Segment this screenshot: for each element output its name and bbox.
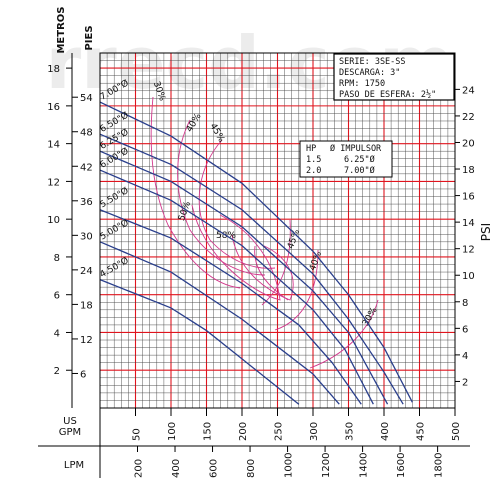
gpm-tick-label: 100 — [167, 422, 178, 441]
lpm-tick-label: 1000 — [284, 453, 295, 478]
pies-tick-label: 12 — [80, 335, 93, 346]
psi-tick-label: 2 — [462, 377, 468, 388]
hp-header: HP — [306, 144, 316, 154]
psi-tick-label: 4 — [462, 351, 468, 362]
pump-curve-line — [99, 278, 300, 405]
metros-tick-label: 8 — [54, 253, 60, 264]
psi-tick-label: 12 — [462, 245, 475, 256]
gpm-tick-label: 400 — [380, 422, 391, 441]
metros-tick-label: 14 — [47, 140, 60, 151]
pies-tick-label: 36 — [80, 197, 93, 208]
info-line-paso: PASO DE ESFERA: 2½" — [339, 89, 436, 100]
psi-tick-label: 22 — [462, 112, 475, 123]
pump-curve-line — [99, 133, 404, 405]
gpm-tick-label: 500 — [451, 422, 462, 441]
psi-tick-label: 8 — [462, 298, 468, 309]
efficiency-contour — [231, 234, 294, 301]
psi-tick-label: 10 — [462, 271, 475, 282]
metros-tick-label: 10 — [47, 215, 60, 226]
efficiency-label: 45% — [207, 122, 226, 145]
gpm-tick-label: 150 — [203, 422, 214, 441]
efficiency-contour — [254, 245, 289, 301]
gpm-tick-label: 250 — [274, 422, 285, 441]
hp-row2-hp: 2.0 — [306, 166, 321, 176]
gpm-tick-label: 50 — [132, 428, 143, 441]
psi-tick-label: 24 — [462, 85, 475, 96]
psi-tick-label: 20 — [462, 138, 475, 149]
pies-tick-label: 24 — [80, 266, 93, 277]
pump-curve-line — [99, 150, 389, 405]
lpm-tick-label: 1400 — [359, 453, 370, 478]
lpm-tick-label: 600 — [209, 459, 220, 478]
pump-curve-line — [99, 241, 340, 405]
pump-curve-line — [99, 209, 362, 405]
lpm-label: LPM — [64, 460, 84, 471]
info-line-descarga: DESCARGA: 3" — [339, 68, 400, 78]
pump-curve-line — [99, 169, 374, 405]
hp-row2-diam: 7.00"Ø — [344, 165, 375, 176]
hp-table: HP Ø IMPULSOR 1.5 6.25"Ø 2.0 7.00"Ø — [299, 140, 393, 178]
psi-tick-label: 6 — [462, 324, 468, 335]
lpm-tick-label: 800 — [246, 459, 257, 478]
lpm-tick-label: 200 — [134, 459, 145, 478]
metros-tick-label: 12 — [47, 177, 60, 188]
psi-label: PSI — [479, 223, 493, 241]
lpm-tick-label: 1600 — [396, 453, 407, 478]
pies-label: PIES — [84, 25, 95, 50]
gpm-label-gpm: GPM — [59, 427, 81, 438]
metros-label: METROS — [56, 6, 67, 53]
metros-tick-label: 2 — [54, 366, 60, 377]
psi-tick-label: 18 — [462, 165, 475, 176]
pies-tick-label: 18 — [80, 300, 93, 311]
efficiency-contour — [274, 249, 319, 331]
lpm-tick-label: 1800 — [434, 453, 445, 478]
psi-tick-label: 14 — [462, 218, 475, 229]
efficiency-contour — [177, 119, 266, 276]
efficiency-contour — [261, 219, 291, 306]
gpm-label-us: US — [63, 416, 77, 427]
info-box: SERIE: 3SE-SS DESCARGA: 3" RPM: 1750 PAS… — [333, 53, 455, 101]
info-line-rpm: RPM: 1750 — [339, 79, 385, 89]
efficiency-label: 40% — [308, 250, 324, 273]
pies-tick-label: 54 — [80, 93, 93, 104]
gpm-tick-label: 350 — [345, 422, 356, 441]
metros-tick-label: 16 — [47, 102, 60, 113]
efficiency-contour — [198, 139, 276, 269]
efficiency-label: 40% — [185, 111, 204, 134]
impulsor-header: Ø IMPULSOR — [330, 143, 382, 154]
lpm-tick-label: 400 — [171, 459, 182, 478]
hp-row1-hp: 1.5 — [306, 155, 321, 165]
efficiency-contour — [150, 96, 241, 289]
hp-row1-diam: 6.25"Ø — [344, 154, 375, 165]
gpm-tick-label: 300 — [309, 422, 320, 441]
efficiency-contour — [191, 204, 281, 301]
pies-tick-label: 48 — [80, 128, 93, 139]
pies-tick-label: 6 — [80, 369, 86, 380]
metros-tick-label: 18 — [47, 64, 60, 75]
metros-tick-label: 6 — [54, 291, 60, 302]
gpm-tick-label: 450 — [416, 422, 427, 441]
efficiency-contour — [309, 299, 379, 369]
lpm-tick-label: 1200 — [321, 453, 332, 478]
metros-tick-label: 4 — [54, 328, 60, 339]
info-line-serie: SERIE: 3SE-SS — [339, 57, 406, 67]
psi-tick-label: 16 — [462, 192, 475, 203]
gpm-tick-label: 200 — [238, 422, 249, 441]
pies-tick-label: 42 — [80, 162, 93, 173]
pump-curve-line — [99, 101, 413, 403]
pies-tick-label: 30 — [80, 231, 93, 242]
efficiency-contours: 30%40% 45%50%58% 45%40%30% — [150, 80, 380, 369]
